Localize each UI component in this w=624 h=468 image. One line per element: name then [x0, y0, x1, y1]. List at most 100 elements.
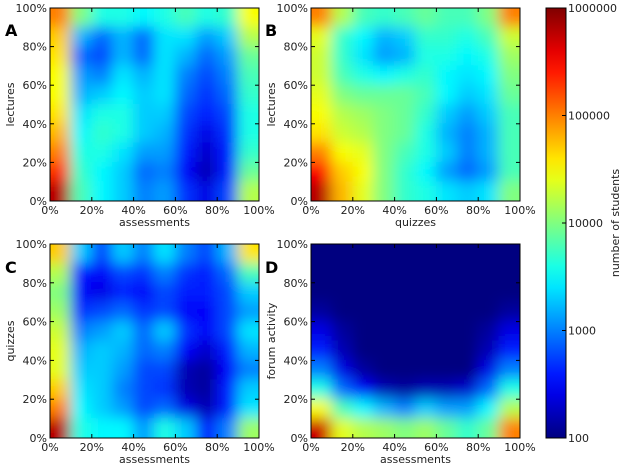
- heatmap-cell: [154, 379, 176, 400]
- heatmap-cell: [456, 123, 479, 144]
- heatmap-cell: [394, 359, 416, 381]
- heatmap-cell-edge-pad: [519, 181, 520, 201]
- heatmap-cell-edge-pad: [133, 8, 155, 9]
- heatmap-cell: [456, 142, 479, 163]
- heatmap-cell: [415, 84, 437, 105]
- heatmap-cell: [237, 418, 259, 438]
- colorbar-tick-label: 1000: [568, 325, 596, 338]
- heatmap-cell: [477, 340, 500, 361]
- heatmap-cell-edge-pad: [311, 220, 333, 240]
- heatmap-cell: [477, 26, 500, 48]
- heatmap-cell: [498, 142, 520, 163]
- heatmap-cell: [91, 321, 114, 342]
- heatmap-cell: [415, 142, 437, 163]
- y-axis-label: lectures: [265, 82, 278, 126]
- heatmap-cell: [352, 379, 375, 400]
- heatmap-cell: [195, 46, 218, 67]
- colorbar-tick-label: 1000000: [568, 2, 617, 15]
- panel-letter: B: [265, 21, 277, 40]
- heatmap-cell: [373, 8, 396, 28]
- heatmap-cell: [91, 379, 114, 400]
- heatmap-cell-edge-pad: [331, 457, 353, 464]
- y-tick-label: 80%: [23, 277, 47, 290]
- heatmap-cell-edge-pad: [50, 220, 72, 240]
- heatmap-cell: [331, 321, 354, 342]
- heatmap-cell: [435, 181, 458, 201]
- y-axis-label: lectures: [4, 82, 17, 126]
- x-axis-label: assessments: [119, 216, 190, 229]
- heatmap-cell: [112, 379, 135, 400]
- heatmap-cell: [498, 321, 520, 342]
- heatmap-cell: [195, 398, 218, 420]
- heatmap-cell-edge-pad: [70, 457, 92, 464]
- y-tick-label: 60%: [23, 79, 47, 92]
- y-tick-label: 20%: [23, 156, 47, 169]
- heatmap-cell: [195, 26, 218, 48]
- heatmap-cell: [331, 398, 354, 420]
- x-tick-label: 40%: [382, 441, 406, 454]
- heatmap-cell: [195, 418, 218, 438]
- heatmap-cell: [373, 84, 396, 105]
- heatmap-cell: [112, 161, 135, 183]
- heatmap-cell: [237, 65, 259, 86]
- heatmap-cell: [216, 398, 239, 420]
- heatmap-cell: [112, 398, 135, 420]
- colorbar-tick-label: 10000: [568, 217, 603, 230]
- heatmap-cell-edge-pad: [520, 457, 542, 464]
- heatmap-cell: [216, 46, 239, 67]
- heatmap-cell: [154, 104, 176, 125]
- heatmap-cell: [373, 282, 396, 303]
- heatmap-cell: [154, 84, 176, 105]
- heatmap-cell: [112, 84, 135, 105]
- heatmap-cell: [311, 379, 333, 400]
- heatmap-cell: [133, 8, 155, 28]
- heatmap-cell-edge-pad: [519, 26, 520, 48]
- heatmap-cell: [456, 181, 479, 201]
- heatmap-cell-edge-pad: [112, 8, 135, 9]
- heatmap-cell: [174, 84, 197, 105]
- heatmap-cell: [456, 262, 479, 284]
- heatmap-cell-edge-pad: [519, 104, 520, 125]
- heatmap-cell: [112, 262, 135, 284]
- heatmap-cell: [50, 262, 72, 284]
- heatmap-cell-edge-pad: [311, 8, 333, 9]
- x-tick-label: 0%: [302, 204, 319, 217]
- heatmap-cell-edge-pad: [540, 438, 562, 458]
- heatmap-cell: [498, 104, 520, 125]
- heatmap-cell-edge-pad: [91, 8, 114, 9]
- heatmap-cell: [373, 46, 396, 67]
- heatmap-cell: [435, 65, 458, 86]
- heatmap-cell: [216, 8, 239, 28]
- heatmap-cell: [435, 359, 458, 381]
- heatmap-cell: [216, 340, 239, 361]
- heatmap-cell: [331, 8, 354, 28]
- heatmap-cell: [415, 244, 437, 264]
- heatmap-cell: [394, 398, 416, 420]
- heatmap-cell: [498, 244, 520, 264]
- heatmap-cell: [70, 301, 93, 323]
- heatmap-cell: [195, 84, 218, 105]
- heatmap-cell: [498, 46, 520, 67]
- y-tick-label: 80%: [284, 41, 308, 54]
- heatmap-cell: [195, 181, 218, 201]
- heatmap-cell-edge-pad: [238, 457, 260, 464]
- colorbar: 1000000 100000 10000 1000 100 number of stude…: [545, 2, 622, 445]
- heatmap-cell: [154, 301, 176, 323]
- heatmap-cell: [352, 26, 375, 48]
- heatmap-cell: [216, 161, 239, 183]
- heatmap-cell: [415, 123, 437, 144]
- heatmap-cell: [456, 84, 479, 105]
- heatmap-cell: [394, 321, 416, 342]
- heatmap-cell: [456, 65, 479, 86]
- heatmap-cell: [352, 340, 375, 361]
- heatmap-cell-edge-pad: [478, 220, 500, 240]
- heatmap-cell: [70, 181, 93, 201]
- heatmap-cell: [174, 123, 197, 144]
- heatmap-cell: [133, 142, 155, 163]
- heatmap-cell: [498, 282, 520, 303]
- heatmap-cell: [415, 301, 437, 323]
- heatmap-cell-edge-pad: [238, 220, 260, 240]
- heatmap-cell: [352, 161, 375, 183]
- heatmap-cell: [456, 398, 479, 420]
- heatmap-cell: [50, 46, 72, 67]
